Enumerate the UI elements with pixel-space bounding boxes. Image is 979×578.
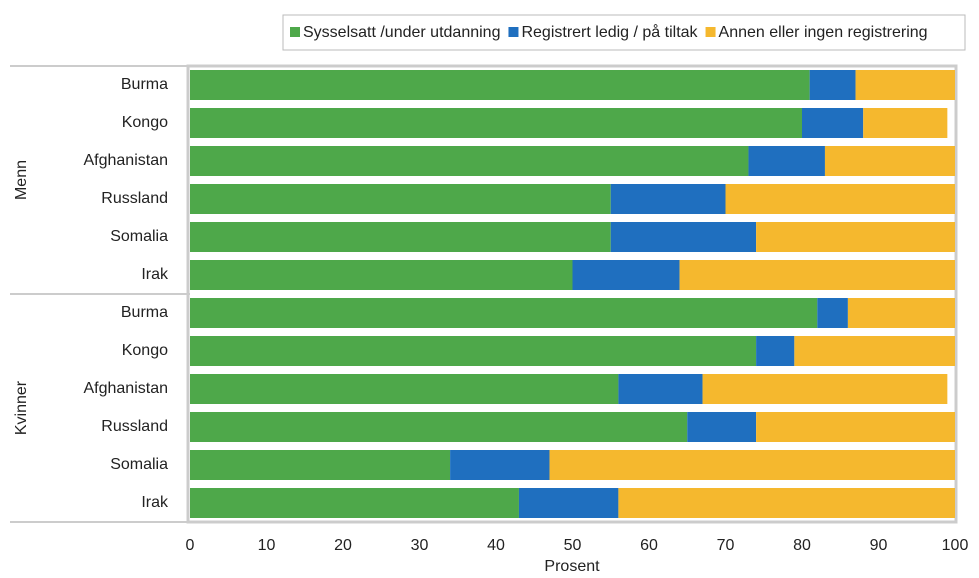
bar-segment — [756, 336, 795, 366]
bar-segment — [190, 222, 611, 252]
bar-segment — [610, 184, 726, 214]
bar-segment — [190, 488, 519, 518]
x-tick-label: 60 — [640, 537, 658, 554]
x-tick-label: 90 — [870, 537, 888, 554]
bar-segment — [679, 260, 955, 290]
legend-swatch — [705, 27, 716, 37]
y-tick-label: Russland — [101, 418, 168, 435]
x-tick-label: 40 — [487, 537, 505, 554]
x-tick-label: 30 — [411, 537, 429, 554]
y-tick-label: Irak — [141, 266, 169, 283]
bar-segment — [817, 298, 848, 328]
bar-segment — [190, 108, 802, 138]
bar-segment — [190, 374, 619, 404]
y-tick-label: Kongo — [122, 342, 168, 359]
bar-segment — [618, 488, 955, 518]
bar-segment — [518, 488, 619, 518]
bar-segment — [824, 146, 955, 176]
bar-segment — [863, 108, 948, 138]
x-tick-label: 70 — [717, 537, 735, 554]
y-tick-label: Somalia — [110, 228, 168, 245]
x-tick-label: 100 — [942, 537, 969, 554]
group-label: Menn — [13, 160, 30, 200]
bar-segment — [190, 70, 810, 100]
legend-label: Sysselsatt /under utdanning — [303, 24, 500, 41]
bar-segment — [190, 412, 688, 442]
y-tick-label: Irak — [141, 494, 169, 511]
bar-segment — [855, 70, 955, 100]
y-tick-label: Burma — [121, 76, 168, 93]
y-tick-label: Kongo — [122, 114, 168, 131]
y-tick-label: Russland — [101, 190, 168, 207]
y-tick-label: Somalia — [110, 456, 168, 473]
bar-segment — [190, 450, 451, 480]
x-tick-label: 80 — [793, 537, 811, 554]
plot-area — [186, 64, 958, 524]
bar-segment — [847, 298, 955, 328]
legend-label: Registrert ledig / på tiltak — [521, 23, 698, 41]
bar-segment — [190, 298, 818, 328]
x-tick-label: 0 — [186, 537, 195, 554]
x-tick-label: 10 — [258, 537, 276, 554]
bar-segment — [756, 412, 955, 442]
bar-segment — [450, 450, 550, 480]
y-tick-label: Burma — [121, 304, 168, 321]
bar-segment — [190, 146, 749, 176]
group-label: Kvinner — [13, 380, 30, 435]
bar-segment — [809, 70, 856, 100]
y-tick-label: Afghanistan — [83, 152, 168, 169]
legend-label: Annen eller ingen registrering — [719, 24, 928, 41]
bar-segment — [756, 222, 955, 252]
bar-segment — [190, 260, 573, 290]
bar-segment — [549, 450, 955, 480]
bar-segment — [190, 184, 611, 214]
bar-segment — [802, 108, 864, 138]
bar-segment — [190, 336, 757, 366]
y-tick-label: Afghanistan — [83, 380, 168, 397]
x-tick-label: 20 — [334, 537, 352, 554]
bar-segment — [748, 146, 825, 176]
legend-swatch — [508, 27, 519, 37]
bar-segment — [725, 184, 955, 214]
x-tick-label: 50 — [564, 537, 582, 554]
bar-segment — [610, 222, 757, 252]
x-axis-title: Prosent — [544, 558, 600, 575]
bar-segment — [572, 260, 680, 290]
bar-segment — [687, 412, 757, 442]
bar-segment — [794, 336, 955, 366]
legend-box — [282, 14, 966, 51]
bar-segment — [618, 374, 703, 404]
legend-swatch — [290, 27, 300, 37]
bar-segment — [702, 374, 948, 404]
